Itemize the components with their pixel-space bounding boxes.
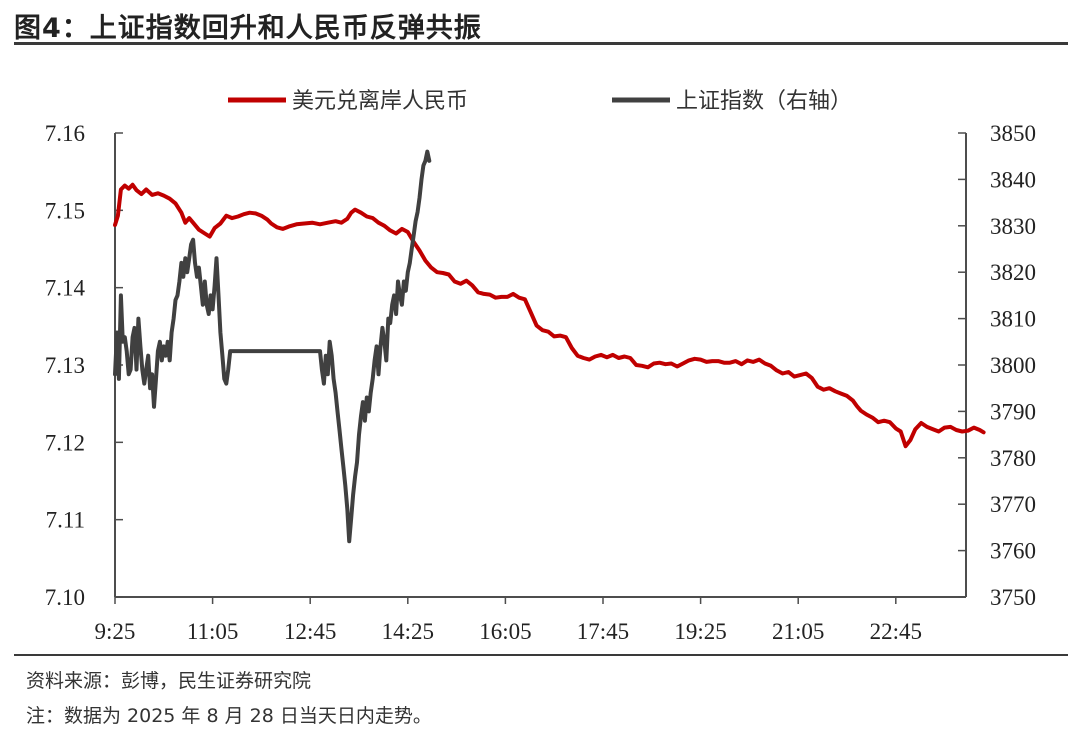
x-tick-label: 9:25 [95, 619, 136, 644]
chart-title: 图4：上证指数回升和人民币反弹共振 [14, 13, 482, 44]
y-right-tick-label: 3750 [990, 585, 1036, 610]
axes: 7.10 7.11 7.12 7.13 7.14 7.15 7.16 3750 3760 3770… [45, 121, 1036, 644]
y-left-tick-label: 7.14 [45, 276, 86, 301]
y-right-tick-label: 3840 [990, 167, 1036, 192]
series-line-cnh [113, 182, 986, 449]
y-right-tick-label: 3810 [990, 307, 1036, 332]
y-right-tick-label: 3770 [990, 492, 1036, 517]
y-right-tick-label: 3760 [990, 539, 1036, 564]
y-left-tick-label: 7.12 [45, 430, 85, 455]
x-tick-label: 12:45 [284, 619, 336, 644]
series-line-sse [113, 149, 432, 544]
title-rule [14, 42, 1068, 45]
y-right-tick-label: 3780 [990, 446, 1036, 471]
y-right-tick-label: 3830 [990, 214, 1036, 239]
x-tick-label: 14:25 [382, 619, 434, 644]
y-right-tick-label: 3790 [990, 399, 1036, 424]
y-left-tick-label: 7.13 [45, 353, 85, 378]
y-right-tick-label: 3850 [990, 121, 1036, 146]
y-left-tick-label: 7.10 [45, 585, 85, 610]
legend: 美元兑离岸人民币 上证指数（右轴） [228, 89, 852, 114]
y-right-tick-label: 3820 [990, 260, 1036, 285]
x-tick-label: 19:25 [674, 619, 726, 644]
y-left-tick-label: 7.11 [46, 508, 85, 533]
x-tick-label: 17:45 [577, 619, 629, 644]
x-tick-label: 22:45 [870, 619, 922, 644]
y-left-tick-label: 7.16 [45, 121, 85, 146]
data-note: 注：数据为 2025 年 8 月 28 日当天日内走势。 [26, 705, 432, 727]
footer-rule [14, 654, 1068, 656]
y-right-tick-label: 3800 [990, 353, 1036, 378]
x-tick-label: 11:05 [187, 619, 239, 644]
legend-label-sse: 上证指数（右轴） [676, 89, 852, 114]
y-left-tick-label: 7.15 [45, 198, 85, 223]
series-layer [113, 149, 986, 544]
x-tick-label: 21:05 [772, 619, 824, 644]
chart-canvas: 美元兑离岸人民币 上证指数（右轴） 7.107.117.127.137.147.… [45, 89, 1036, 644]
x-tick-label: 16:05 [479, 619, 531, 644]
legend-label-cnh: 美元兑离岸人民币 [292, 89, 468, 114]
source-note: 资料来源：彭博，民生证券研究院 [26, 670, 312, 692]
